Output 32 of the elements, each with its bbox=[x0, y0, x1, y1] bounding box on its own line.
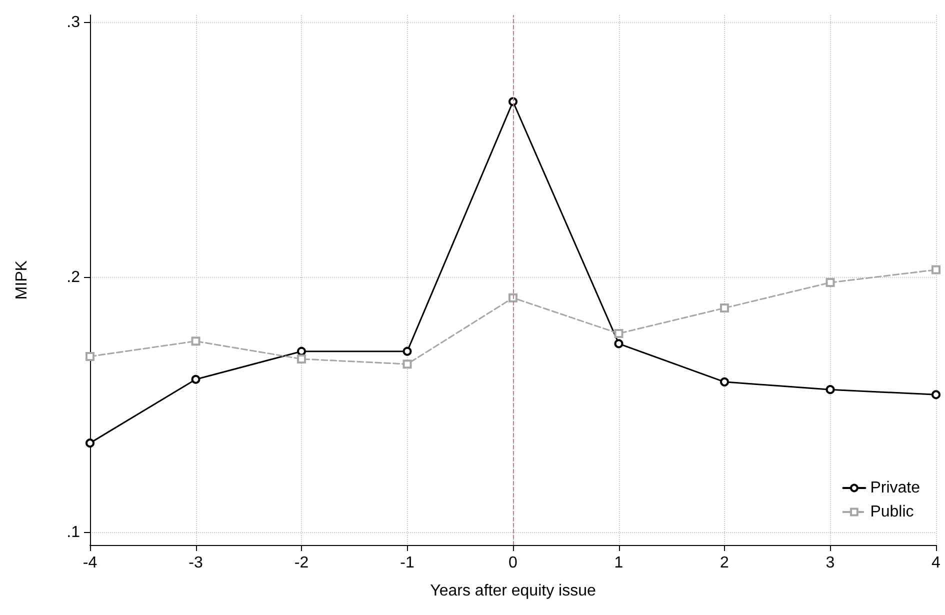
x-tick-label: 3 bbox=[826, 554, 835, 572]
y-tick-label: .3 bbox=[66, 14, 80, 32]
point bbox=[826, 385, 835, 394]
x-tick-label: 4 bbox=[932, 554, 941, 572]
x-tick-label: -3 bbox=[188, 554, 203, 572]
x-axis-title: Years after equity issue bbox=[430, 582, 596, 600]
x-tick-label: 2 bbox=[720, 554, 730, 572]
point bbox=[191, 374, 200, 384]
point bbox=[402, 346, 412, 356]
point bbox=[614, 329, 624, 338]
point bbox=[614, 339, 624, 348]
point bbox=[86, 352, 94, 361]
x-tick-label: -4 bbox=[82, 554, 98, 572]
legend-label: Private bbox=[870, 480, 920, 496]
y-tick-label: .1 bbox=[66, 524, 80, 541]
x-tick-label: -2 bbox=[294, 554, 309, 572]
point bbox=[932, 390, 940, 400]
point bbox=[932, 265, 940, 274]
point bbox=[297, 354, 306, 364]
legend-label: Public bbox=[870, 504, 914, 520]
x-tick-label: 0 bbox=[508, 554, 518, 572]
point bbox=[191, 336, 200, 346]
y-axis-title: MIPK bbox=[14, 260, 30, 300]
point bbox=[720, 377, 729, 386]
point bbox=[86, 438, 94, 448]
point bbox=[720, 304, 729, 313]
point bbox=[508, 293, 518, 302]
y-tick-label: .2 bbox=[66, 268, 80, 286]
x-tick-label: 1 bbox=[614, 554, 624, 572]
point bbox=[826, 278, 835, 288]
point bbox=[402, 360, 412, 369]
x-tick-label: -1 bbox=[400, 554, 414, 572]
